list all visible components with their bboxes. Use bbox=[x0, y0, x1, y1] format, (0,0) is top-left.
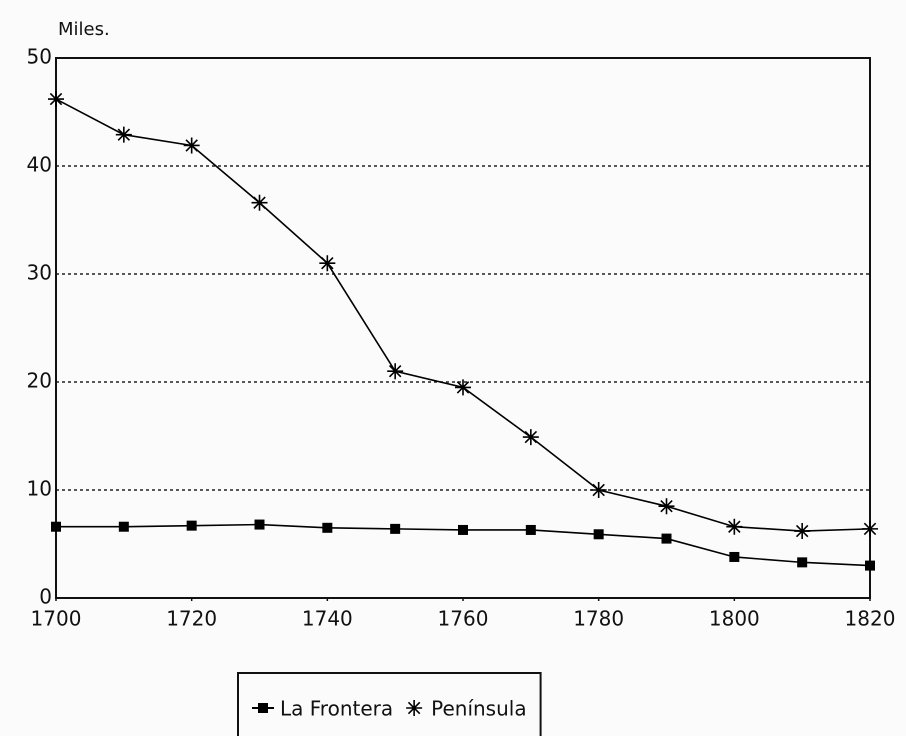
y-tick-label: 0 bbox=[39, 585, 52, 609]
x-tick-label: 1820 bbox=[845, 607, 896, 631]
legend-label: La Frontera bbox=[280, 697, 393, 721]
legend-box bbox=[237, 672, 542, 736]
data-point bbox=[865, 560, 875, 571]
y-tick-label: 40 bbox=[27, 153, 52, 177]
data-point bbox=[322, 522, 333, 533]
data-point bbox=[183, 137, 200, 154]
data-point bbox=[118, 521, 129, 532]
data-point bbox=[115, 126, 132, 143]
data-point bbox=[251, 194, 268, 211]
data-point bbox=[661, 533, 672, 544]
y-tick-label: 10 bbox=[27, 477, 52, 501]
legend-label: Península bbox=[431, 697, 526, 721]
y-axis-label: Miles. bbox=[58, 19, 110, 40]
data-point bbox=[862, 520, 878, 537]
data-point bbox=[658, 498, 675, 515]
data-point bbox=[254, 519, 265, 530]
series-line bbox=[55, 98, 871, 532]
y-tick-label: 50 bbox=[27, 45, 52, 69]
plot-frame bbox=[55, 57, 871, 599]
data-point bbox=[590, 482, 607, 498]
data-point bbox=[387, 363, 404, 380]
x-tick-label: 1740 bbox=[302, 607, 353, 631]
data-point bbox=[319, 255, 336, 272]
x-tick-label: 1800 bbox=[709, 607, 760, 631]
data-point bbox=[48, 91, 64, 108]
data-point bbox=[390, 523, 401, 534]
data-point bbox=[458, 524, 468, 535]
legend: La Frontera Península bbox=[237, 672, 542, 736]
data-point bbox=[593, 529, 604, 540]
data-point bbox=[797, 557, 808, 568]
legend-marker bbox=[406, 700, 423, 716]
x-tick-label: 1780 bbox=[573, 607, 624, 631]
data-point bbox=[522, 429, 539, 446]
y-tick-label: 30 bbox=[27, 261, 52, 285]
y-tick-label: 20 bbox=[27, 369, 52, 393]
data-point bbox=[186, 520, 197, 531]
legend-marker bbox=[258, 703, 268, 713]
x-tick-label: 1700 bbox=[31, 607, 82, 631]
data-point bbox=[794, 523, 811, 540]
x-tick-label: 1760 bbox=[438, 607, 489, 631]
data-point bbox=[729, 551, 740, 562]
data-point bbox=[51, 521, 61, 532]
x-tick-label: 1720 bbox=[166, 607, 217, 631]
data-point bbox=[455, 379, 471, 396]
data-point bbox=[726, 518, 743, 535]
data-point bbox=[525, 524, 536, 535]
